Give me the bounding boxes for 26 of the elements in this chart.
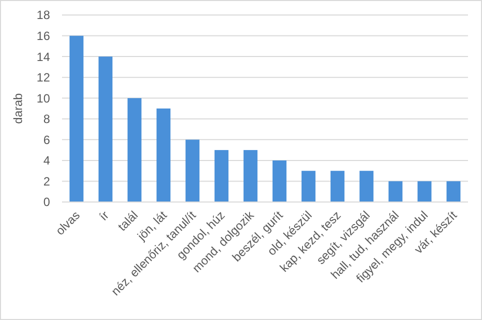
y-tick-label: 2 bbox=[43, 174, 50, 188]
bar bbox=[446, 181, 460, 202]
y-tick-label: 4 bbox=[43, 154, 50, 168]
bar bbox=[186, 140, 200, 202]
bar bbox=[360, 170, 374, 202]
bar bbox=[98, 56, 112, 202]
y-axis-title: darab bbox=[11, 92, 25, 124]
bar bbox=[214, 150, 228, 202]
bar bbox=[272, 160, 286, 202]
y-tick-label: 18 bbox=[36, 8, 50, 22]
bar bbox=[128, 98, 142, 202]
y-tick-label: 12 bbox=[36, 70, 50, 85]
bar bbox=[70, 36, 84, 202]
bar bbox=[330, 170, 344, 202]
bar bbox=[388, 181, 402, 202]
y-tick-label: 10 bbox=[36, 91, 50, 106]
x-tick-label: ír bbox=[96, 208, 112, 224]
bar bbox=[302, 170, 316, 202]
y-tick-label: 14 bbox=[36, 50, 50, 64]
bar bbox=[418, 181, 432, 202]
y-tick-label: 16 bbox=[36, 28, 50, 43]
y-tick-label: 0 bbox=[43, 195, 50, 210]
bar bbox=[244, 150, 258, 202]
bar bbox=[156, 108, 170, 202]
y-tick-label: 6 bbox=[43, 132, 50, 147]
y-tick-label: 8 bbox=[43, 112, 50, 126]
